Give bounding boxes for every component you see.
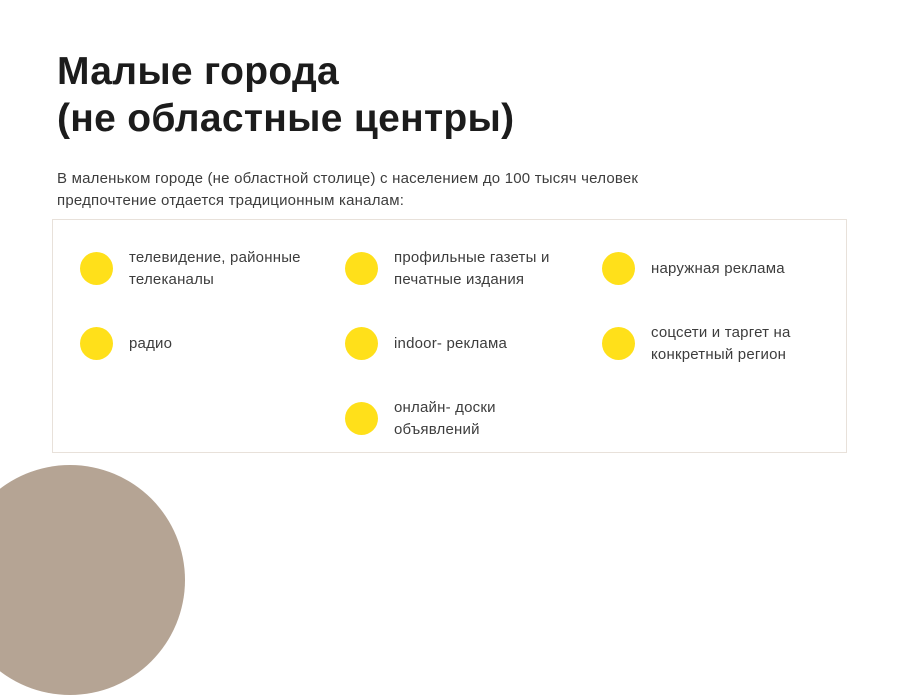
list-item-label: наружная реклама — [651, 259, 785, 277]
card-column-1: телевидение, районные телеканалы радио — [80, 231, 345, 456]
list-item-label: радио — [129, 334, 173, 352]
bullet-circle-icon — [80, 252, 113, 285]
bullet-circle-icon — [80, 327, 113, 360]
slide: Малые города (не областные центры) В мал… — [0, 50, 847, 695]
list-item: профильные газеты и печатные издания — [345, 231, 602, 306]
list-item: наружная реклама — [602, 231, 836, 306]
list-item: телевидение, районные телеканалы — [80, 231, 345, 306]
bullet-circle-icon — [602, 327, 635, 360]
bullet-circle-icon — [345, 252, 378, 285]
list-item: indoor- реклама — [345, 306, 602, 381]
list-item-label: indoor- реклама — [394, 334, 508, 352]
card-column-2: профильные газеты и печатные издания ind… — [345, 231, 602, 456]
list-item: соцсети и таргет на конкретный регион — [602, 306, 836, 381]
decorative-circle — [0, 465, 185, 695]
channels-card: телевидение, районные телеканалы радио п… — [52, 219, 847, 453]
page-title: Малые города (не областные центры) — [57, 50, 515, 140]
bullet-circle-icon — [602, 252, 635, 285]
list-item-label: соцсети и таргет на конкретный регион — [651, 323, 791, 363]
subtitle: В маленьком городе (не областной столице… — [57, 170, 639, 209]
list-item: радио — [80, 306, 345, 381]
card-column-3: наружная реклама соцсети и таргет на кон… — [602, 231, 836, 456]
bullet-circle-icon — [345, 327, 378, 360]
list-item: онлайн- доски объявлений — [345, 381, 602, 456]
list-item-label: телевидение, районные телеканалы — [129, 248, 301, 288]
list-item-label: профильные газеты и печатные издания — [394, 248, 550, 288]
bullet-circle-icon — [345, 402, 378, 435]
list-item-label: онлайн- доски объявлений — [394, 398, 496, 438]
